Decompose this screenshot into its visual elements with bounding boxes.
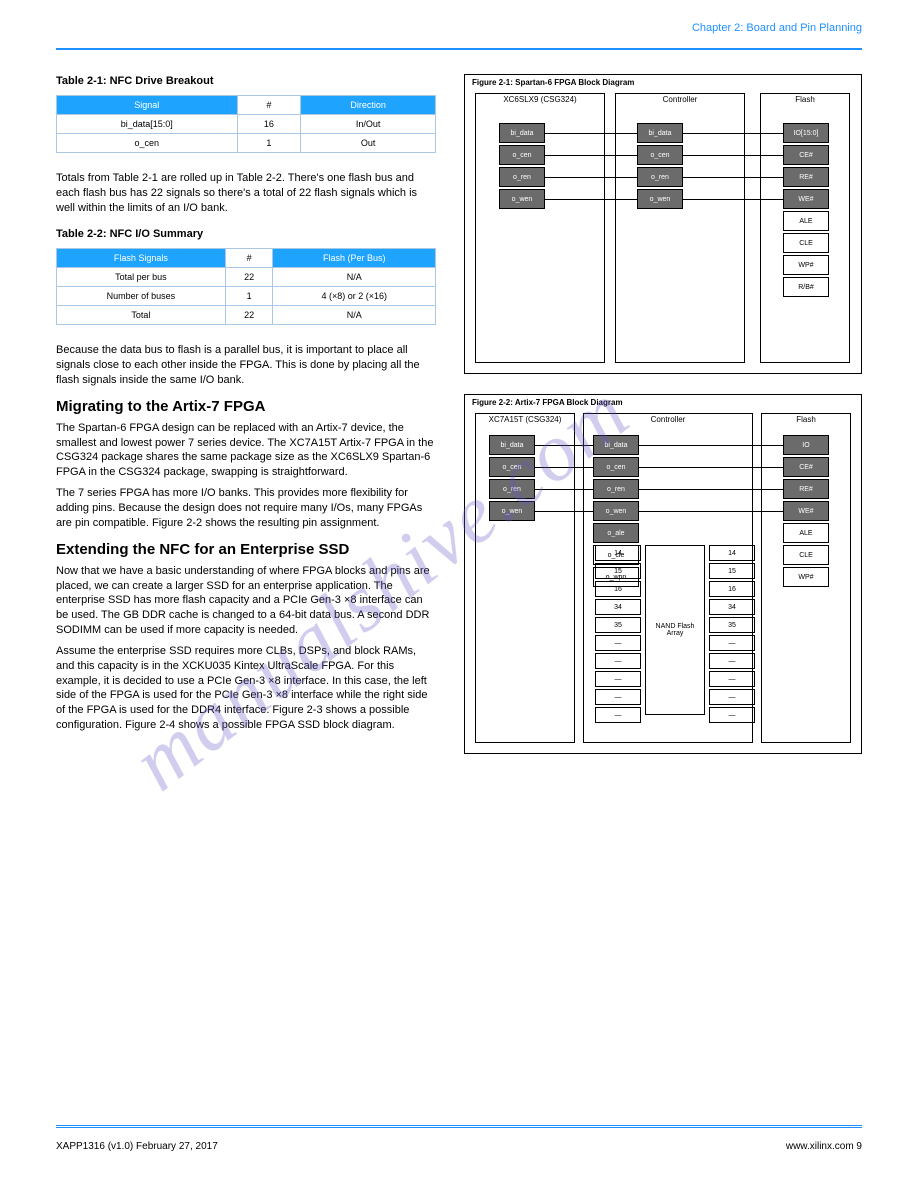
slot-column-left: bi_data o_cen o_ren o_wen [489, 435, 535, 523]
slot: WE# [783, 189, 829, 209]
bank-slot: 35 [595, 617, 641, 633]
table-header-row: Flash Signals # Flash (Per Bus) [57, 249, 436, 268]
bank-slot: 14 [595, 545, 641, 561]
slot: IO[15:0] [783, 123, 829, 143]
slot-column-right: IO CE# RE# WE# ALE CLE WP# [783, 435, 829, 589]
bank-slot: 34 [709, 599, 755, 615]
bank-slot: 16 [595, 581, 641, 597]
two-column-layout: Table 2-1: NFC Drive Breakout Signal # D… [56, 74, 862, 774]
para: The Spartan-6 FPGA design can be replace… [56, 421, 436, 480]
slot: o_cen [499, 145, 545, 165]
slot: o_wen [499, 189, 545, 209]
bank-col-left: 14 15 16 34 35 — — — — — [595, 545, 641, 725]
diagram-title: Figure 2-2: Artix-7 FPGA Block Diagram [471, 397, 624, 408]
slot: o_cen [593, 457, 639, 477]
bank-slot: — [595, 689, 641, 705]
bank-slot: — [595, 653, 641, 669]
chip-nand: NAND Flash Array [645, 545, 705, 715]
para: Totals from Table 2-1 are rolled up in T… [56, 171, 436, 216]
bank-slot: 15 [709, 563, 755, 579]
slot: bi_data [637, 123, 683, 143]
th: Signal [57, 95, 238, 114]
footer-left: XAPP1316 (v1.0) February 27, 2017 [56, 1141, 218, 1152]
diagram-title: Figure 2-1: Spartan-6 FPGA Block Diagram [471, 77, 635, 88]
slot: o_cen [489, 457, 535, 477]
th: Flash Signals [57, 249, 226, 268]
slot: bi_data [593, 435, 639, 455]
table-row: Total per bus22N/A [57, 268, 436, 287]
bank-slot: 35 [709, 617, 755, 633]
table-row: Total22N/A [57, 306, 436, 325]
bank-slot: 15 [595, 563, 641, 579]
th: Direction [301, 95, 436, 114]
para: Now that we have a basic understanding o… [56, 564, 436, 638]
diagram-artix7: Figure 2-2: Artix-7 FPGA Block Diagram X… [464, 394, 862, 754]
slot: o_ren [593, 479, 639, 499]
bank-slot: — [595, 707, 641, 723]
para: Assume the enterprise SSD requires more … [56, 644, 436, 733]
table-row: o_cen1Out [57, 133, 436, 152]
table-header-row: Signal # Direction [57, 95, 436, 114]
slot: RE# [783, 167, 829, 187]
right-column: Figure 2-1: Spartan-6 FPGA Block Diagram… [464, 74, 862, 774]
bank-slot: — [709, 689, 755, 705]
para: The 7 series FPGA has more I/O banks. Th… [56, 486, 436, 531]
table-row: bi_data[15:0]16In/Out [57, 114, 436, 133]
slot: WP# [783, 255, 829, 275]
bank-slot: — [709, 671, 755, 687]
diagram-spartan6: Figure 2-1: Spartan-6 FPGA Block Diagram… [464, 74, 862, 374]
table-row: Number of buses14 (×8) or 2 (×16) [57, 287, 436, 306]
table-nfc-breakout: Signal # Direction bi_data[15:0]16In/Out… [56, 95, 436, 153]
slot: CLE [783, 545, 829, 565]
slot-column-right: IO[15:0] CE# RE# WE# ALE CLE WP# R/B# [783, 123, 829, 299]
slot: o_ren [637, 167, 683, 187]
slot-column-mid: bi_data o_cen o_ren o_wen [637, 123, 683, 211]
slot: ALE [783, 523, 829, 543]
bank-slot: 14 [709, 545, 755, 561]
footer-right: www.xilinx.com 9 [786, 1141, 862, 1152]
para: Because the data bus to flash is a paral… [56, 343, 436, 388]
slot: WE# [783, 501, 829, 521]
bank-slot: 34 [595, 599, 641, 615]
bank-slot: — [709, 707, 755, 723]
heading-extend: Extending the NFC for an Enterprise SSD [56, 541, 436, 558]
slot: CE# [783, 145, 829, 165]
slot: RE# [783, 479, 829, 499]
th: # [225, 249, 273, 268]
slot: o_ren [499, 167, 545, 187]
bank-slot: — [595, 635, 641, 651]
slot: CLE [783, 233, 829, 253]
slot: IO [783, 435, 829, 455]
slot: o_wen [637, 189, 683, 209]
slot: o_ren [489, 479, 535, 499]
bank-slot: 16 [709, 581, 755, 597]
bank-slot: — [595, 671, 641, 687]
slot: bi_data [499, 123, 545, 143]
slot: R/B# [783, 277, 829, 297]
bank-slot: — [709, 653, 755, 669]
slot: WP# [783, 567, 829, 587]
heading-migrate: Migrating to the Artix-7 FPGA [56, 398, 436, 415]
bottom-rule [56, 1125, 862, 1128]
slot-column-left: bi_data o_cen o_ren o_wen [499, 123, 545, 211]
slot: o_wen [593, 501, 639, 521]
th: # [237, 95, 301, 114]
slot: ALE [783, 211, 829, 231]
table2-title: Table 2-2: NFC I/O Summary [56, 227, 436, 242]
page: Chapter 2: Board and Pin Planning Table … [0, 0, 918, 1188]
chapter-header: Chapter 2: Board and Pin Planning [692, 22, 862, 34]
bank-slot: — [709, 635, 755, 651]
top-rule [56, 48, 862, 50]
slot: o_cen [637, 145, 683, 165]
slot: o_wen [489, 501, 535, 521]
bank-col-right: 14 15 16 34 35 — — — — — [709, 545, 755, 725]
th: Flash (Per Bus) [273, 249, 436, 268]
table-nfc-summary: Flash Signals # Flash (Per Bus) Total pe… [56, 248, 436, 325]
slot: o_ale [593, 523, 639, 543]
slot: CE# [783, 457, 829, 477]
left-column: Table 2-1: NFC Drive Breakout Signal # D… [56, 74, 436, 774]
slot: bi_data [489, 435, 535, 455]
table1-title: Table 2-1: NFC Drive Breakout [56, 74, 436, 89]
